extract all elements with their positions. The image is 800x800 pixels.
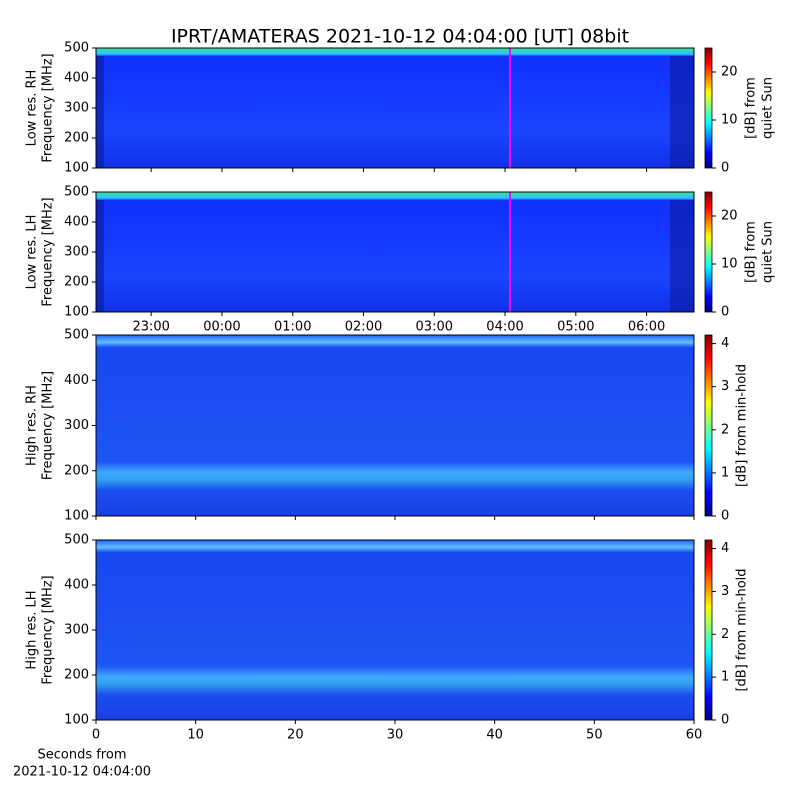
x-tick-label: 20: [287, 728, 304, 743]
y-axis-label: Frequency [MHz]: [41, 53, 56, 162]
chart-title: IPRT/AMATERAS 2021-10-12 04:04:00 [UT] 0…: [171, 26, 629, 48]
x-tick-label: 00:00: [203, 320, 240, 335]
y-axis-label: High res. LH: [25, 590, 40, 669]
x-tick-label: 50: [586, 728, 603, 743]
colorbar-label: [dB] from min-hold: [735, 364, 750, 487]
colorbar-tick-label: 0: [721, 509, 729, 524]
x-tick-label: 03:00: [416, 320, 453, 335]
colorbar-tick-label: 4: [721, 336, 729, 351]
x-tick-label: 0: [92, 728, 100, 743]
x-tick-label: 06:00: [628, 320, 665, 335]
colorbar-tick-label: 4: [721, 541, 729, 556]
y-tick-label: 400: [64, 215, 89, 230]
y-tick-label: 400: [64, 578, 89, 593]
x-tick-label: 60: [686, 728, 703, 743]
spectrogram: [96, 48, 694, 168]
x-tick-label: 02:00: [345, 320, 382, 335]
y-tick-label: 300: [64, 101, 89, 116]
y-tick-label: 100: [64, 161, 89, 176]
y-tick-label: 100: [64, 509, 89, 524]
y-tick-label: 100: [64, 713, 89, 728]
colorbar-tick-label: 2: [721, 422, 729, 437]
x-tick-label: 30: [387, 728, 404, 743]
y-tick-label: 500: [64, 328, 89, 343]
colorbar-label: [dB] from: [744, 221, 759, 283]
y-axis-label: Frequency [MHz]: [41, 575, 56, 684]
colorbar-tick-label: 3: [721, 379, 729, 394]
colorbar-tick-label: 20: [721, 209, 738, 224]
edge-shade: [670, 56, 694, 168]
x-tick-label: 23:00: [132, 320, 169, 335]
y-tick-label: 200: [64, 131, 89, 146]
colorbar-tick-label: 3: [721, 584, 729, 599]
colorbar-tick-label: 10: [721, 257, 738, 272]
y-tick-label: 300: [64, 418, 89, 433]
y-tick-label: 500: [64, 533, 89, 548]
colorbar-label: [dB] from min-hold: [735, 568, 750, 691]
x-tick-label: 10: [187, 728, 204, 743]
y-tick-label: 200: [64, 463, 89, 478]
colorbar-label: quiet Sun: [761, 221, 776, 283]
colorbar: [704, 191, 713, 313]
x-axis-label: 2021-10-12 04:04:00: [13, 765, 151, 780]
colorbar-tick-label: 2: [721, 627, 729, 642]
colorbar: [704, 334, 713, 517]
y-tick-label: 400: [64, 71, 89, 86]
colorbar: [704, 539, 713, 721]
y-tick-label: 200: [64, 668, 89, 683]
x-tick-label: 05:00: [557, 320, 594, 335]
edge-shade: [96, 200, 104, 312]
spectrogram: [96, 192, 694, 312]
y-tick-label: 300: [64, 623, 89, 638]
y-tick-label: 300: [64, 245, 89, 260]
y-axis-label: Low res. RH: [25, 70, 40, 147]
y-axis-label: High res. RH: [25, 385, 40, 466]
colorbar-tick-label: 10: [721, 113, 738, 128]
y-tick-label: 400: [64, 373, 89, 388]
colorbar-tick-label: 0: [721, 713, 729, 728]
y-tick-label: 500: [64, 41, 89, 56]
x-tick-label: 04:00: [486, 320, 523, 335]
x-tick-label: 01:00: [274, 320, 311, 335]
y-axis-label: Low res. LH: [25, 215, 40, 290]
colorbar-tick-label: 20: [721, 65, 738, 80]
colorbar-tick-label: 0: [721, 161, 729, 176]
spectrogram: [96, 540, 694, 720]
colorbar-tick-label: 0: [721, 305, 729, 320]
edge-shade: [670, 200, 694, 312]
edge-shade: [96, 56, 104, 168]
y-tick-label: 500: [64, 185, 89, 200]
y-axis-label: Frequency [MHz]: [41, 371, 56, 480]
x-axis-label: Seconds from: [37, 748, 126, 763]
colorbar: [704, 47, 713, 169]
y-tick-label: 200: [64, 275, 89, 290]
y-tick-label: 100: [64, 305, 89, 320]
colorbar-tick-label: 1: [721, 465, 729, 480]
spectrogram: [96, 335, 694, 516]
colorbar-label: quiet Sun: [761, 77, 776, 139]
y-axis-label: Frequency [MHz]: [41, 197, 56, 306]
colorbar-label: [dB] from: [744, 77, 759, 139]
x-tick-label: 40: [486, 728, 503, 743]
colorbar-tick-label: 1: [721, 670, 729, 685]
